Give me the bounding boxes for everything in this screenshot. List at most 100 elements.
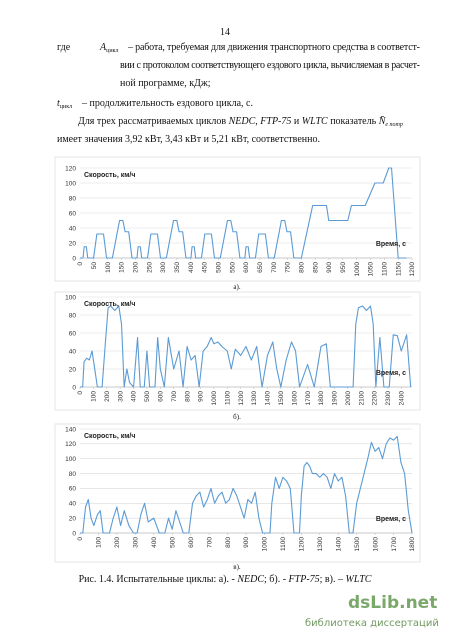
run: WLTC	[346, 574, 372, 585]
x-tick-label: 1600	[291, 391, 298, 406]
x-tick-label: 1700	[391, 537, 398, 552]
x-tick-label: 900	[326, 262, 333, 273]
x-tick-label: 300	[133, 537, 140, 548]
y-axis-title: Скорость, км/ч	[84, 433, 135, 440]
y-tick-label: 60	[69, 330, 77, 337]
chart-caption: б).	[233, 413, 241, 421]
x-tick-label: 700	[206, 537, 213, 548]
x-tick-label: 900	[243, 537, 250, 548]
x-tick-label: 550	[229, 262, 236, 273]
run: показатель	[328, 116, 379, 127]
x-tick-label: 500	[169, 537, 176, 548]
x-tick-label: 300	[117, 391, 124, 402]
run: NEDC	[236, 574, 264, 585]
x-tick-label: 1300	[317, 537, 324, 552]
x-tick-label: 200	[114, 537, 121, 548]
data-line	[80, 305, 412, 388]
x-tick-label: 2100	[358, 391, 365, 406]
x-tick-label: 200	[133, 262, 140, 273]
symbol: A	[99, 42, 107, 53]
x-tick-label: 1150	[395, 262, 402, 276]
symbol: t	[57, 98, 60, 109]
x-tick-label: 1500	[354, 537, 361, 552]
y-tick-label: 120	[65, 165, 76, 172]
watermark-tagline: библиотека диссертаций	[305, 618, 439, 629]
y-axis-title: Скорость, км/ч	[84, 301, 135, 308]
run: FTP-75	[259, 116, 291, 127]
x-tick-label: 0	[77, 391, 84, 395]
x-tick-label: 1700	[305, 391, 312, 406]
y-tick-label: 20	[69, 366, 77, 373]
figure-caption: Рис. 1.4. Испытательные циклы: а). - NED…	[79, 574, 372, 585]
x-tick-label: 0	[77, 262, 84, 266]
x-tick-label: 1200	[238, 391, 245, 406]
x-tick-label: 1500	[278, 391, 285, 406]
y-tick-label: 100	[65, 180, 76, 187]
y-tick-label: 140	[65, 426, 76, 433]
watermark-site: dsLib.net	[348, 593, 437, 613]
run: и	[291, 116, 301, 127]
x-tick-label: 1400	[265, 391, 272, 406]
y-tick-label: 0	[72, 530, 76, 537]
x-tick-label: 1200	[299, 537, 306, 552]
x-tick-label: 2300	[385, 391, 392, 406]
x-tick-label: 100	[91, 391, 98, 402]
x-tick-label: 1000	[211, 391, 218, 406]
y-tick-label: 120	[65, 441, 76, 448]
y-tick-label: 40	[69, 501, 77, 508]
statement-line: имеет значения 3,92 кВт, 3,43 кВт и 5,21…	[57, 134, 320, 145]
x-tick-label: 800	[225, 537, 232, 548]
x-tick-label: 1200	[409, 262, 416, 277]
chart-frame	[54, 423, 421, 563]
subscript: цикл	[60, 104, 72, 110]
y-tick-label: 80	[69, 312, 77, 319]
run: ; в). –	[320, 574, 346, 585]
run: ,	[255, 116, 260, 127]
x-tick-label: 750	[285, 262, 292, 273]
x-axis-title: Время, с	[376, 370, 406, 377]
x-tick-label: 150	[119, 262, 126, 273]
x-tick-label: 600	[158, 391, 165, 402]
x-tick-label: 1000	[262, 537, 269, 552]
definition-line: где Aцикл – работа, требуемая для движения…	[57, 42, 420, 54]
y-tick-label: 0	[72, 255, 76, 262]
x-tick-label: 850	[312, 262, 319, 273]
run: Рис. 1.4. Испытательные циклы: а). -	[79, 574, 238, 585]
x-axis-title: Время, с	[376, 516, 406, 523]
text-line: ной программе, кДж;	[120, 78, 211, 89]
x-tick-label: 700	[271, 262, 278, 273]
symbol: N̄	[378, 115, 387, 127]
data-line	[80, 167, 407, 259]
x-tick-label: 950	[340, 262, 347, 273]
x-tick-label: 1050	[368, 262, 375, 277]
x-tick-label: 650	[257, 262, 264, 273]
x-tick-label: 600	[243, 262, 250, 273]
x-tick-label: 1600	[372, 537, 379, 552]
x-tick-label: 2400	[398, 391, 405, 406]
x-tick-label: 2200	[372, 391, 379, 406]
x-tick-label: 100	[105, 262, 112, 273]
x-tick-label: 1300	[251, 391, 258, 406]
x-tick-label: 500	[216, 262, 223, 273]
y-tick-label: 40	[69, 348, 77, 355]
x-tick-label: 500	[144, 391, 151, 402]
x-tick-label: 450	[202, 262, 209, 273]
y-tick-label: 40	[69, 225, 77, 232]
x-tick-label: 100	[96, 537, 103, 548]
definition-line: tцикл – продолжительность ездового цикла,…	[57, 98, 253, 110]
prefix: где	[57, 42, 71, 53]
y-tick-label: 80	[69, 195, 77, 202]
x-tick-label: 1400	[335, 537, 342, 552]
y-tick-label: 100	[65, 294, 76, 301]
data-line	[80, 435, 413, 534]
text-line: вии с протоколом соответствующего ездово…	[120, 60, 420, 71]
x-tick-label: 1100	[280, 537, 287, 551]
x-tick-label: 50	[91, 262, 98, 270]
x-tick-label: 1800	[409, 537, 416, 552]
x-tick-label: 200	[104, 391, 111, 402]
x-tick-label: 2000	[345, 391, 352, 406]
run: Для трех рассматриваемых циклов	[78, 116, 229, 127]
statement-line: Для трех рассматриваемых циклов NEDC, FT…	[78, 115, 403, 128]
